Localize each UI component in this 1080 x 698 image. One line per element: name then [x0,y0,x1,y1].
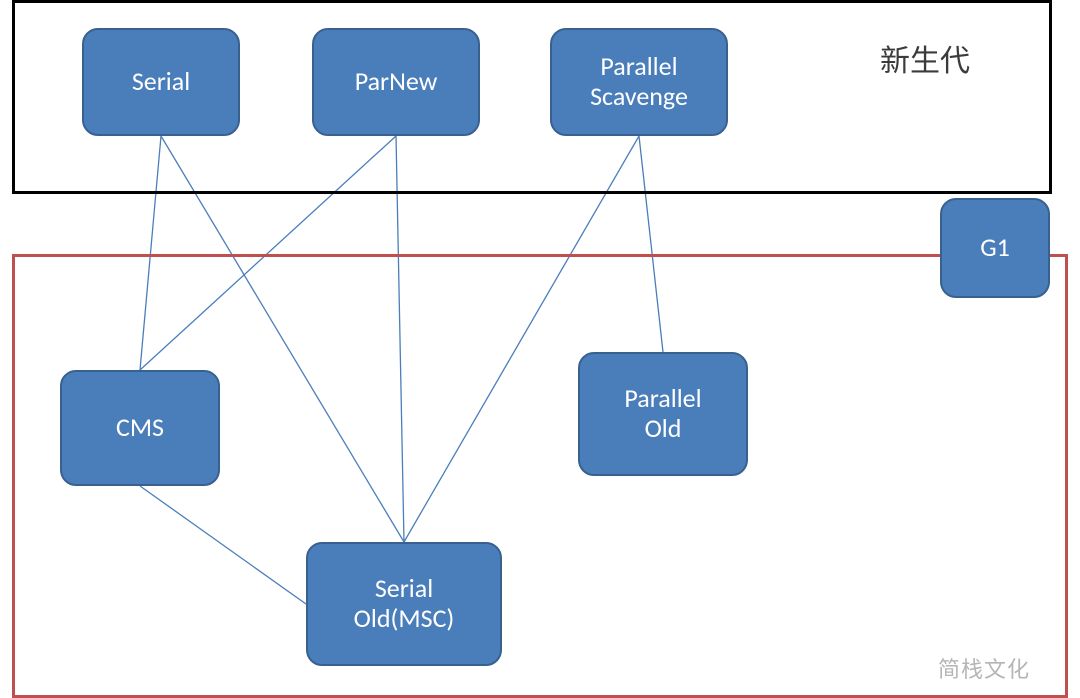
node-serial-old: Serial Old(MSC) [306,542,502,666]
node-parnew: ParNew [312,28,480,136]
node-parallel-scavenge: Parallel Scavenge [550,28,728,136]
node-g1: G1 [940,198,1050,298]
node-serial: Serial [82,28,240,136]
node-cms: CMS [60,370,220,486]
young-gen-label: 新生代 [880,36,970,80]
diagram-canvas: 新生代 Serial ParNew Parallel Scavenge G1 C… [0,0,1080,698]
node-parallel-old: Parallel Old [578,352,748,476]
